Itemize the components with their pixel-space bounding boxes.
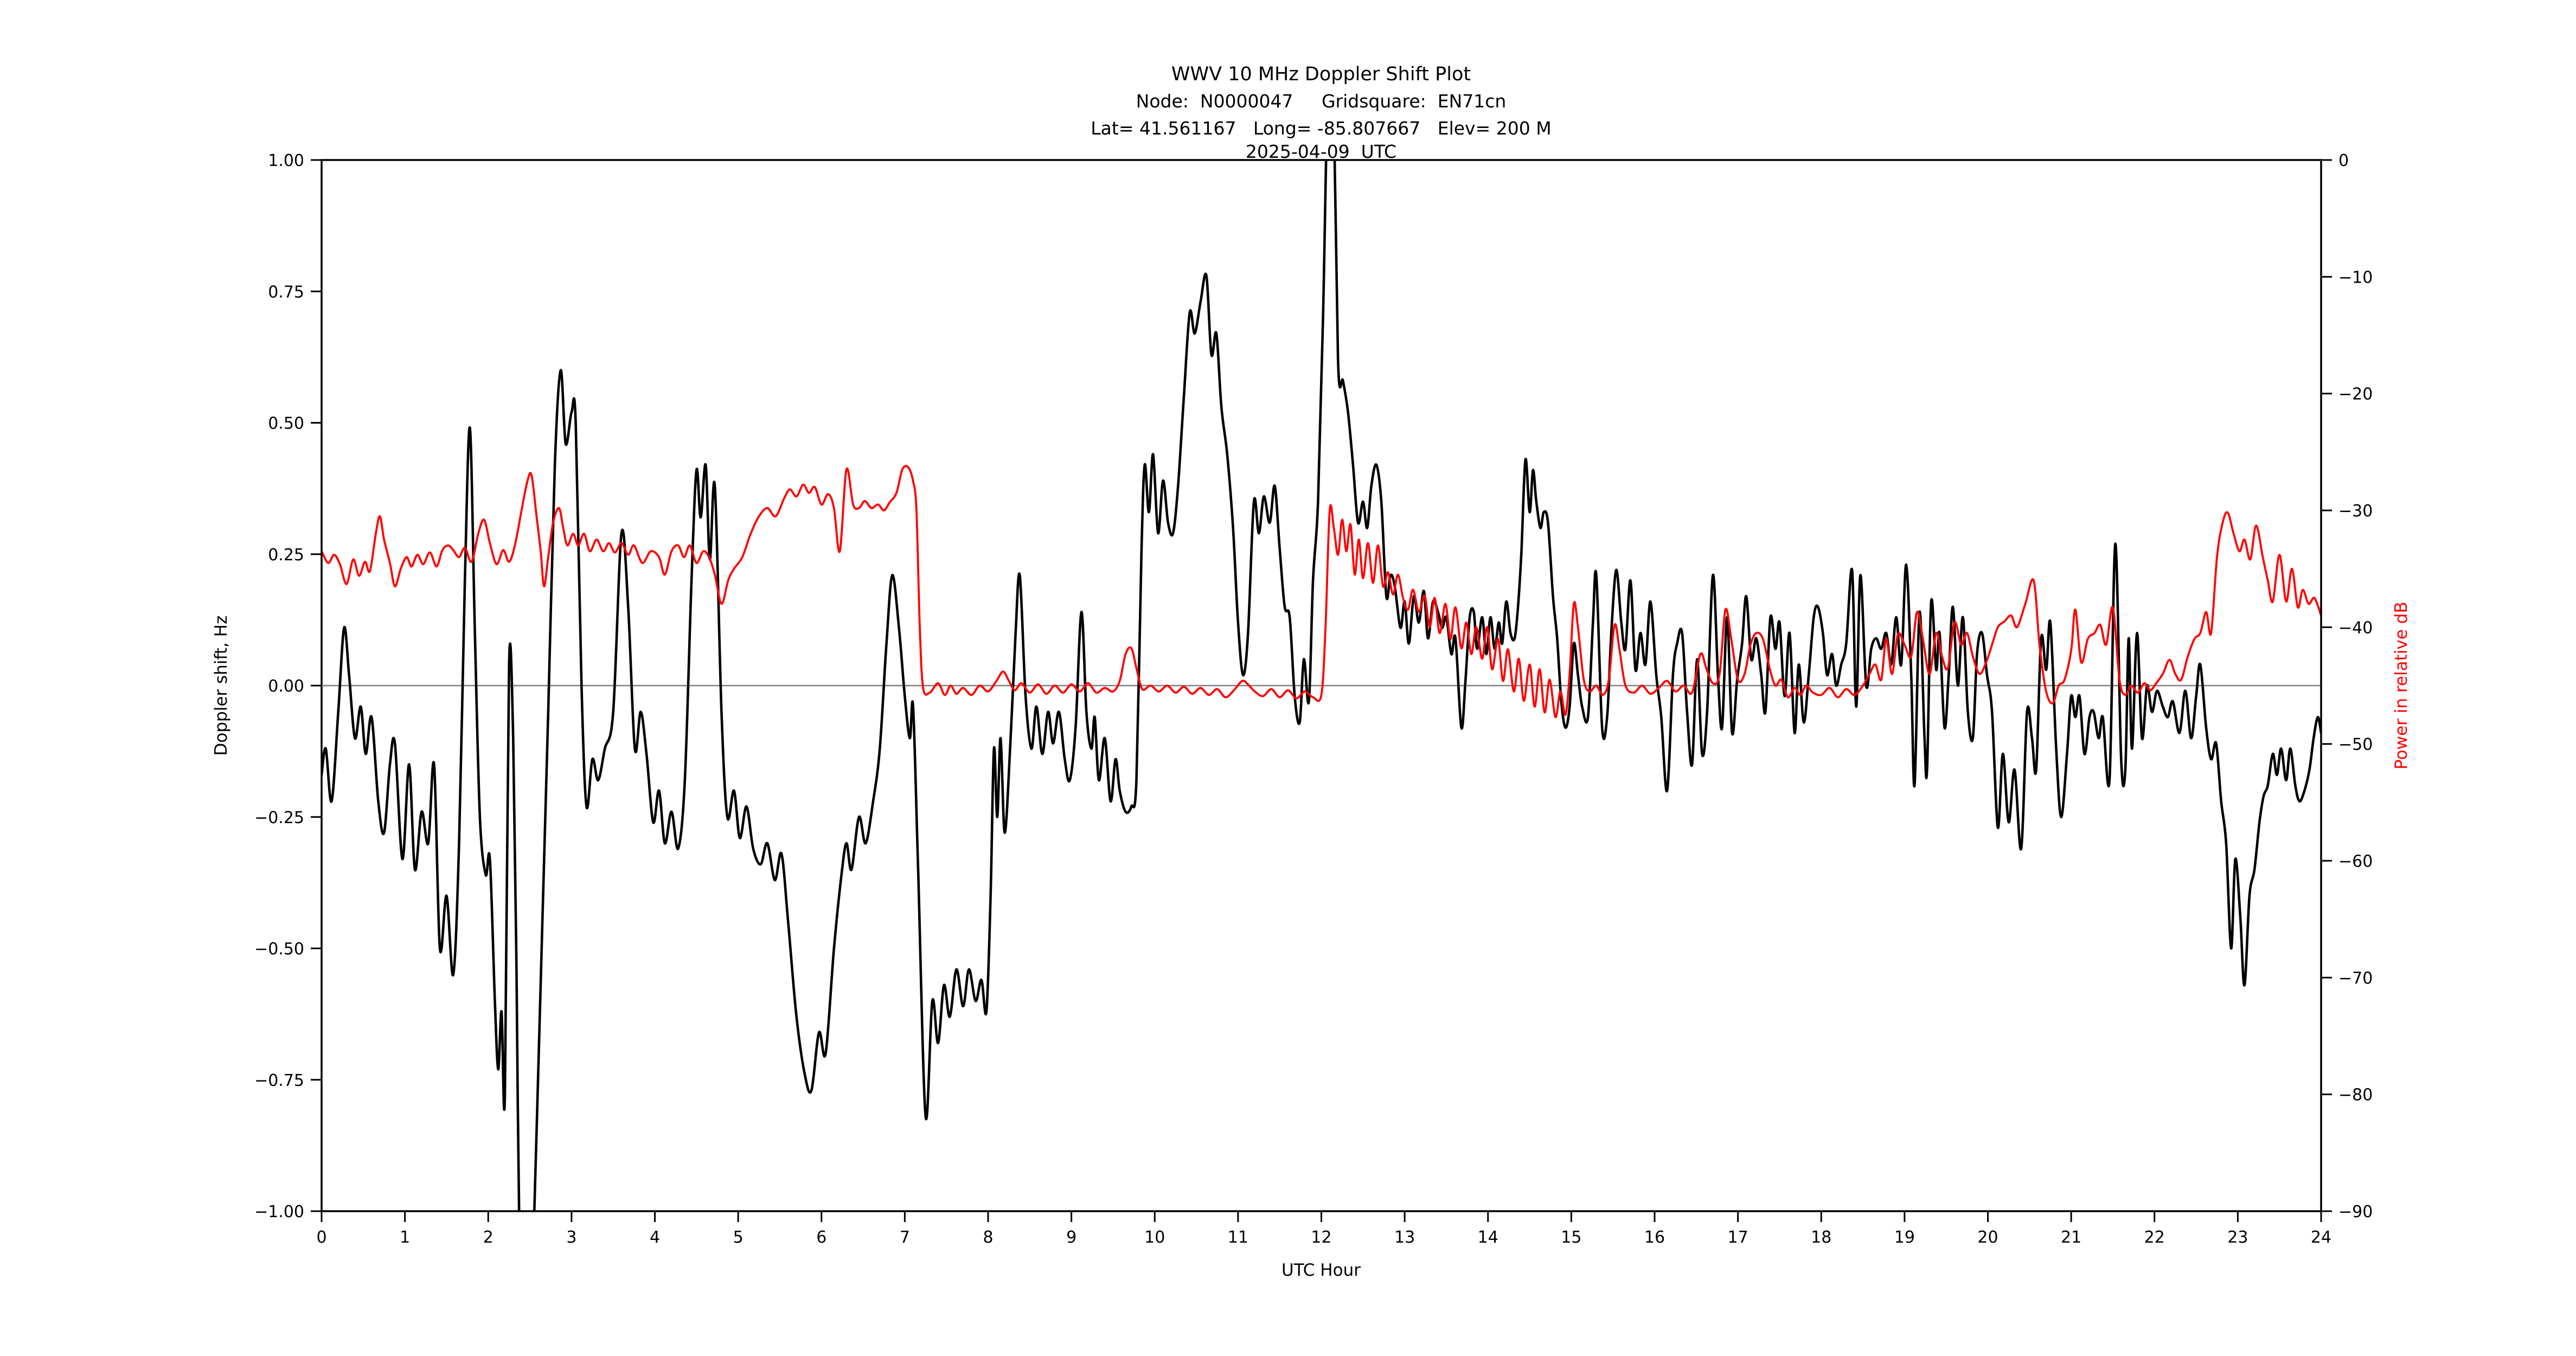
x-tick-label: 7 [900,1228,910,1247]
right-tick-label: −60 [2338,852,2373,871]
plot-title: WWV 10 MHz Doppler Shift Plot [1171,63,1471,85]
right-tick-label: 0 [2338,151,2349,170]
right-tick-label: −30 [2338,502,2373,521]
right-tick-label: −50 [2338,735,2373,754]
right-tick-label: −80 [2338,1086,2373,1105]
x-tick-label: 14 [1478,1228,1498,1247]
left-axis-label: Doppler shift, Hz [212,616,231,756]
x-tick-label: 18 [1811,1228,1831,1247]
left-tick-label: 0.75 [268,283,304,302]
x-tick-label: 10 [1144,1228,1165,1247]
left-tick-label: 0.25 [268,546,304,565]
left-tick-label: −1.00 [254,1203,304,1221]
x-tick-label: 17 [1728,1228,1748,1247]
x-tick-label: 2 [483,1228,494,1247]
x-tick-label: 12 [1311,1228,1331,1247]
x-axis-ticks: 0 1 2 3 4 5 6 7 8 9 10 11 12 13 14 15 16 17 18 19 20 21 22 23 24 [316,1211,2331,1247]
x-axis-label: UTC Hour [1281,1261,1361,1280]
left-axis-ticks: 1.00 0.75 0.50 0.25 0.00 −0.25 −0.50 −0.75 −1.00 [254,151,322,1221]
x-tick-label: 16 [1644,1228,1665,1247]
plot-subtitle-lat-long-elev: Lat= 41.561167 Long= -85.807667 Elev= 20… [1091,118,1551,139]
x-tick-label: 22 [2144,1228,2165,1247]
left-tick-label: 1.00 [268,151,304,170]
x-tick-label: 15 [1561,1228,1581,1247]
power-series-line [322,465,2321,719]
x-tick-label: 5 [733,1228,744,1247]
x-tick-label: 3 [566,1228,576,1247]
right-tick-label: −20 [2338,385,2373,404]
x-tick-label: 19 [1894,1228,1915,1247]
right-axis-ticks: 0 −10 −20 −30 −40 −50 −60 −70 −80 −90 [2321,151,2373,1221]
x-tick-label: 11 [1228,1228,1248,1247]
x-tick-label: 9 [1066,1228,1076,1247]
left-tick-label: 0.50 [268,414,304,433]
x-tick-label: 6 [816,1228,826,1247]
left-tick-label: −0.75 [254,1071,304,1090]
right-tick-label: −10 [2338,268,2373,287]
x-tick-label: 23 [2227,1228,2248,1247]
x-tick-label: 21 [2061,1228,2081,1247]
plot-subtitle-date: 2025-04-09 UTC [1246,141,1396,162]
right-tick-label: −90 [2338,1203,2373,1221]
right-tick-label: −40 [2338,618,2373,637]
left-tick-label: −0.25 [254,808,304,827]
x-tick-label: 24 [2311,1228,2331,1247]
x-tick-label: 8 [983,1228,993,1247]
x-tick-label: 13 [1394,1228,1415,1247]
series-layer [322,160,2321,1211]
x-tick-label: 0 [316,1228,326,1247]
left-tick-label: −0.50 [254,940,304,959]
x-tick-label: 20 [1977,1228,1998,1247]
x-tick-label: 1 [400,1228,410,1247]
plot-border [321,159,2322,1212]
right-axis-label: Power in relative dB [2392,602,2411,769]
x-tick-label: 4 [650,1228,660,1247]
plot-subtitle-node-gridsquare: Node: N0000047 Gridsquare: EN71cn [1136,91,1507,112]
doppler-series-line [322,160,2321,1211]
left-tick-label: 0.00 [268,677,304,696]
right-tick-label: −70 [2338,969,2373,988]
